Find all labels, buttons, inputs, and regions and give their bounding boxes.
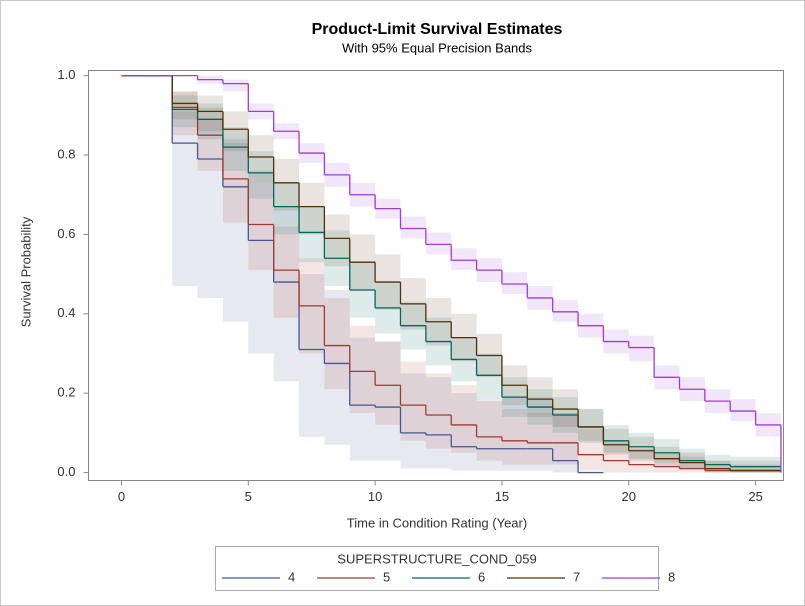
confidence-band xyxy=(248,151,274,199)
confidence-band xyxy=(552,413,579,465)
legend-title: SUPERSTRUCTURE_COND_059 xyxy=(337,551,536,566)
confidence-band xyxy=(197,119,223,298)
confidence-band xyxy=(704,460,731,473)
confidence-band xyxy=(248,170,274,354)
confidence-band xyxy=(425,232,452,255)
chart-title: Product-Limit Survival Estimates xyxy=(312,21,563,38)
confidence-band xyxy=(501,397,528,471)
confidence-band xyxy=(197,103,223,140)
confidence-band xyxy=(501,272,528,294)
confidence-band xyxy=(172,91,198,136)
confidence-band xyxy=(527,397,553,471)
legend-label: 7 xyxy=(573,569,580,584)
confidence-band xyxy=(654,446,680,467)
confidence-band xyxy=(527,413,553,465)
confidence-band xyxy=(197,107,223,171)
legend-label: 8 xyxy=(668,569,675,584)
confidence-band xyxy=(628,448,655,473)
confidence-band xyxy=(197,95,223,132)
confidence-band xyxy=(273,182,300,235)
confidence-band xyxy=(603,428,629,455)
confidence-band xyxy=(222,139,249,322)
confidence-band xyxy=(222,111,249,152)
confidence-band xyxy=(476,401,502,461)
confidence-band xyxy=(425,377,452,469)
confidence-band xyxy=(654,438,680,463)
confidence-band xyxy=(400,361,426,441)
confidence-band xyxy=(679,448,705,469)
confidence-band xyxy=(172,111,198,287)
legend-label: 5 xyxy=(383,569,390,584)
confidence-band xyxy=(451,248,477,271)
legend-label: 4 xyxy=(288,569,295,584)
confidence-band xyxy=(578,428,604,471)
confidence-band xyxy=(552,389,579,427)
confidence-band xyxy=(299,206,325,263)
confidence-band xyxy=(222,127,249,171)
confidence-band xyxy=(451,393,477,471)
x-tick-label: 25 xyxy=(748,489,762,504)
confidence-band xyxy=(172,91,198,120)
confidence-band xyxy=(248,135,274,183)
x-tick-label: 5 xyxy=(245,489,252,504)
confidence-band xyxy=(400,373,426,469)
confidence-band xyxy=(603,424,629,453)
chart-subtitle: With 95% Equal Precision Bands xyxy=(342,40,533,55)
y-tick-label: 0.4 xyxy=(57,305,75,320)
confidence-band xyxy=(704,454,731,471)
y-tick-label: 0.0 xyxy=(57,464,75,479)
confidence-band xyxy=(248,182,274,271)
confidence-band xyxy=(375,341,401,425)
confidence-band xyxy=(400,216,426,239)
confidence-band xyxy=(755,456,781,473)
confidence-band xyxy=(299,274,325,437)
confidence-band xyxy=(578,409,604,441)
confidence-band xyxy=(552,299,579,322)
confidence-band xyxy=(527,377,553,417)
confidence-band xyxy=(324,289,350,445)
x-tick-label: 10 xyxy=(368,489,382,504)
confidence-band xyxy=(755,464,781,473)
x-tick-label: 20 xyxy=(622,489,636,504)
confidence-band xyxy=(501,409,528,465)
y-axis-label: Survival Probability xyxy=(18,216,33,327)
confidence-band xyxy=(222,143,249,223)
confidence-band xyxy=(299,182,325,235)
confidence-band xyxy=(349,337,376,461)
confidence-band xyxy=(324,297,350,390)
x-axis-label: Time in Condition Rating (Year) xyxy=(347,515,527,530)
confidence-band xyxy=(349,325,376,414)
confidence-band xyxy=(628,432,655,459)
confidence-band xyxy=(628,436,655,461)
confidence-band xyxy=(172,95,198,128)
legend-box xyxy=(215,546,659,591)
x-tick-label: 0 xyxy=(118,489,125,504)
plot-frame xyxy=(88,70,784,481)
confidence-band xyxy=(222,79,249,92)
confidence-band xyxy=(451,385,477,453)
confidence-band xyxy=(273,226,300,318)
confidence-band xyxy=(375,341,401,461)
confidence-band xyxy=(730,464,756,473)
y-tick-label: 1.0 xyxy=(57,67,75,82)
confidence-band xyxy=(654,452,680,473)
confidence-band xyxy=(603,440,629,473)
confidence-band xyxy=(628,335,655,362)
y-tick-label: 0.2 xyxy=(57,385,75,400)
confidence-band xyxy=(273,206,300,382)
y-tick-label: 0.6 xyxy=(57,226,75,241)
confidence-band xyxy=(730,399,756,421)
confidence-band xyxy=(730,456,756,473)
confidence-band xyxy=(476,397,502,471)
confidence-band xyxy=(578,409,604,443)
confidence-band xyxy=(704,460,731,473)
confidence-band xyxy=(273,159,300,211)
legend-label: 6 xyxy=(478,569,485,584)
y-tick-label: 0.8 xyxy=(57,146,75,161)
x-tick-label: 15 xyxy=(495,489,509,504)
confidence-band xyxy=(324,214,350,267)
confidence-band xyxy=(425,373,452,449)
